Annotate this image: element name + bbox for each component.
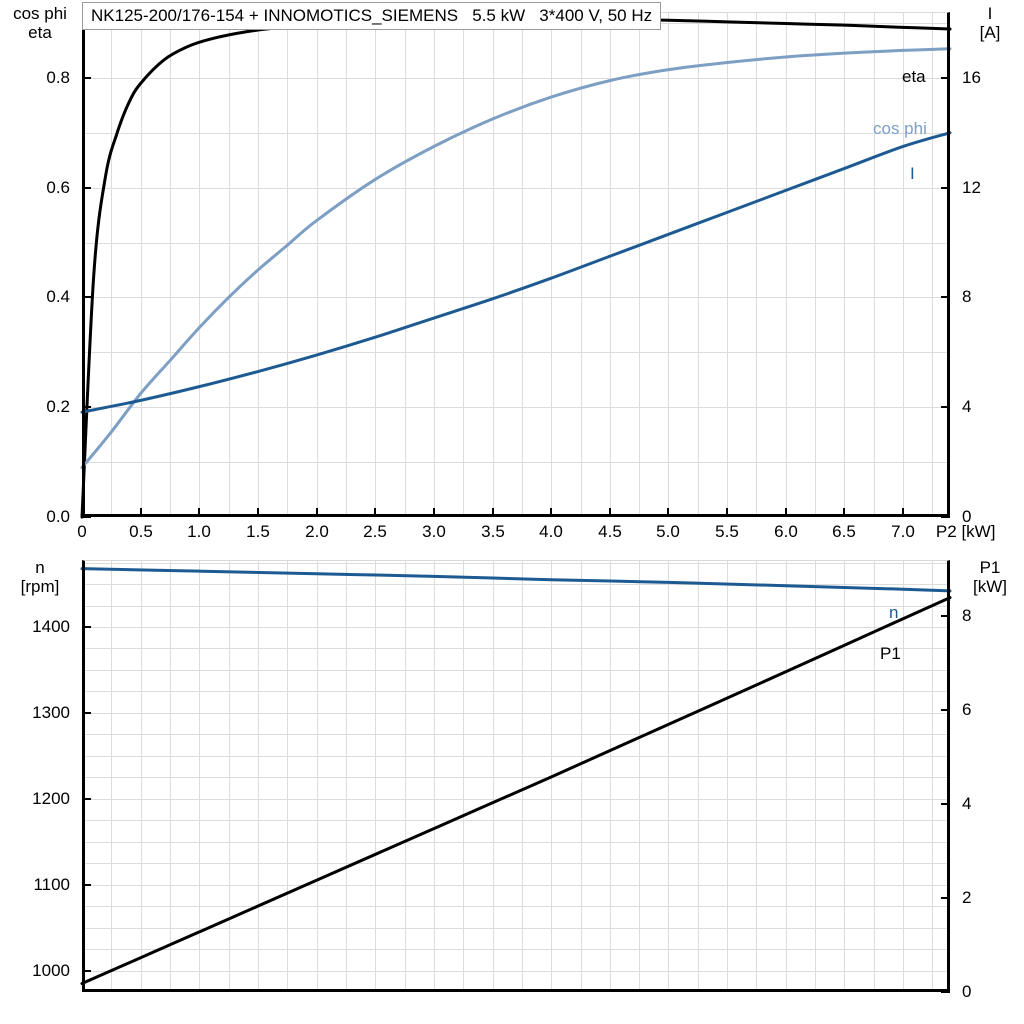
- tick-label-right: 12: [962, 179, 981, 196]
- top-plot-curves: [82, 12, 950, 517]
- tick-label-bottom: 6.0: [774, 523, 798, 540]
- bottom-right-axis-title: P1 [kW]: [958, 558, 1022, 596]
- tick-label-bottom: 0: [77, 523, 86, 540]
- tick-label-left: 0.4: [46, 288, 70, 305]
- tick-label-bottom: 5.5: [715, 523, 739, 540]
- tick-label-left: 0.6: [46, 179, 70, 196]
- tick-label-left: 0.8: [46, 69, 70, 86]
- tick-label-right: 4: [962, 795, 971, 812]
- tick-label-bottom: 3.5: [481, 523, 505, 540]
- tick-label-left: 1300: [32, 704, 70, 721]
- curve-i: [82, 133, 950, 412]
- top-left-axis-title: cos phi eta: [2, 4, 78, 42]
- bottom-left-axis-title: n [rpm]: [2, 558, 78, 596]
- tick-label-bottom: 3.0: [422, 523, 446, 540]
- tick-label-left: 1200: [32, 790, 70, 807]
- tick-label-right: 8: [962, 607, 971, 624]
- tick-label-bottom: 5.0: [656, 523, 680, 540]
- top-right-axis-title: I [A]: [960, 4, 1020, 42]
- tick-label-bottom: 2.0: [305, 523, 329, 540]
- page-title: NK125-200/176-154 + INNOMOTICS_SIEMENS 5…: [91, 6, 652, 26]
- tick-label-bottom: 4.0: [539, 523, 563, 540]
- tick-label-right: 16: [962, 69, 981, 86]
- tick-label-left: 1100: [33, 876, 70, 893]
- pump-motor-performance-chart-page: NK125-200/176-154 + INNOMOTICS_SIEMENS 5…: [0, 0, 1024, 1024]
- top-plot-area: [82, 12, 950, 517]
- tick-label-bottom: 1.5: [246, 523, 270, 540]
- curve-eta: [82, 19, 950, 517]
- tick-label-right: 0: [962, 983, 971, 1000]
- tick-label-left: 1000: [32, 962, 70, 979]
- chart-title-banner: NK125-200/176-154 + INNOMOTICS_SIEMENS 5…: [82, 2, 661, 30]
- curve-cos-phi: [82, 49, 950, 468]
- tick-label-bottom: 7.0: [891, 523, 915, 540]
- tick-label-bottom: 2.5: [363, 523, 387, 540]
- x-axis-title: P2 [kW]: [936, 523, 996, 540]
- bottom-plot-area: [82, 560, 950, 992]
- tick-label-right: 8: [962, 288, 971, 305]
- bottom-plot-curves: [82, 560, 950, 992]
- tick-label-bottom: 1.0: [187, 523, 211, 540]
- tick-label-left: 0.2: [46, 398, 70, 415]
- tick-label-right: 2: [962, 889, 971, 906]
- tick-label-left: 0.0: [46, 508, 70, 525]
- curve-n: [82, 569, 950, 591]
- tick-label-right: 4: [962, 398, 971, 415]
- curve-p1: [82, 598, 950, 984]
- tick-label-bottom: 0.5: [129, 523, 153, 540]
- tick-label-right: 6: [962, 701, 971, 718]
- tick-label-bottom: 6.5: [832, 523, 856, 540]
- tick-label-left: 1400: [32, 618, 70, 635]
- tick-label-bottom: 4.5: [598, 523, 622, 540]
